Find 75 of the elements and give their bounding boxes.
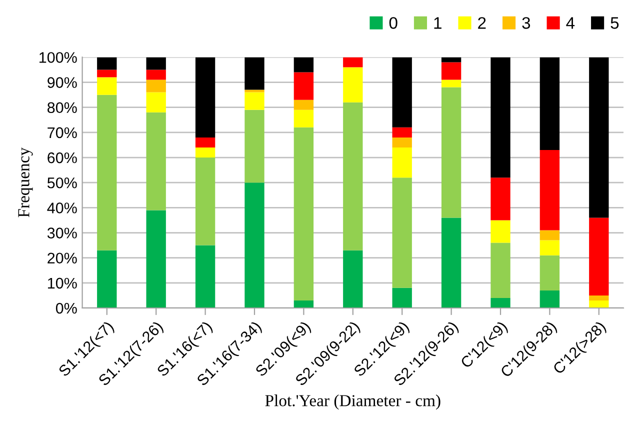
bar [244,92,264,110]
bar [146,70,166,80]
bar [294,110,314,128]
bar [195,158,216,246]
bar [540,230,560,240]
bar [294,127,314,300]
bar [244,57,264,90]
bar [97,70,117,78]
legend-label: 4 [566,17,575,29]
bar [392,137,412,148]
bar [97,77,117,95]
bar [392,178,412,288]
bar [146,57,166,70]
bar [441,87,462,218]
legend-label: 2 [478,17,486,29]
bar [392,288,412,308]
bar [540,57,560,150]
bar [294,57,314,72]
bar [392,57,412,128]
legend-label: 3 [522,17,530,29]
bar [195,57,216,138]
y-axis-title: Frequency [18,147,33,218]
legend-label: 0 [389,17,398,29]
bar [490,298,510,308]
bar [195,245,216,308]
bar [343,67,363,102]
y-tick-label: 0% [56,302,77,314]
bar [589,57,609,218]
bar [146,92,166,112]
y-tick-label: 100% [40,52,77,63]
y-tick-label: 70% [48,127,77,138]
bar [97,94,117,250]
bar [441,80,462,88]
legend-label: 1 [434,17,442,29]
legend-label: 5 [610,17,619,29]
y-tick-label: 80% [48,102,77,114]
bar [589,300,609,308]
bar [490,178,510,220]
y-tick-label: 30% [47,228,77,238]
y-tick-label: 40% [47,202,77,214]
bar [195,147,216,158]
bar [540,150,560,230]
bar [97,250,117,308]
bar [589,218,609,296]
y-tick-label: 10% [48,278,77,289]
y-tick-label: 90% [48,77,77,88]
y-tick-label: 60% [48,152,77,164]
bar [294,100,314,110]
bar [540,255,560,290]
bar [146,210,166,308]
bar [441,62,462,80]
bar [392,147,412,178]
bar [441,218,462,308]
bar [244,90,264,92]
bar [195,137,216,148]
bar [589,295,609,300]
bar [490,57,510,178]
bar [294,300,314,308]
bar [343,57,363,68]
bar [146,80,166,92]
y-tick-label: 50% [47,177,77,188]
bar [244,182,264,308]
bar [244,110,264,183]
bar [97,57,117,70]
bar [343,250,363,308]
bar [540,290,560,308]
bar [490,220,510,243]
bar [294,72,314,100]
y-tick-label: 20% [48,252,77,264]
bar [540,240,560,256]
bar [146,112,166,210]
x-axis-title: Plot.'Year (Diameter - cm) [265,394,440,410]
bar [392,127,412,138]
bar [490,242,510,298]
bar [343,102,363,250]
